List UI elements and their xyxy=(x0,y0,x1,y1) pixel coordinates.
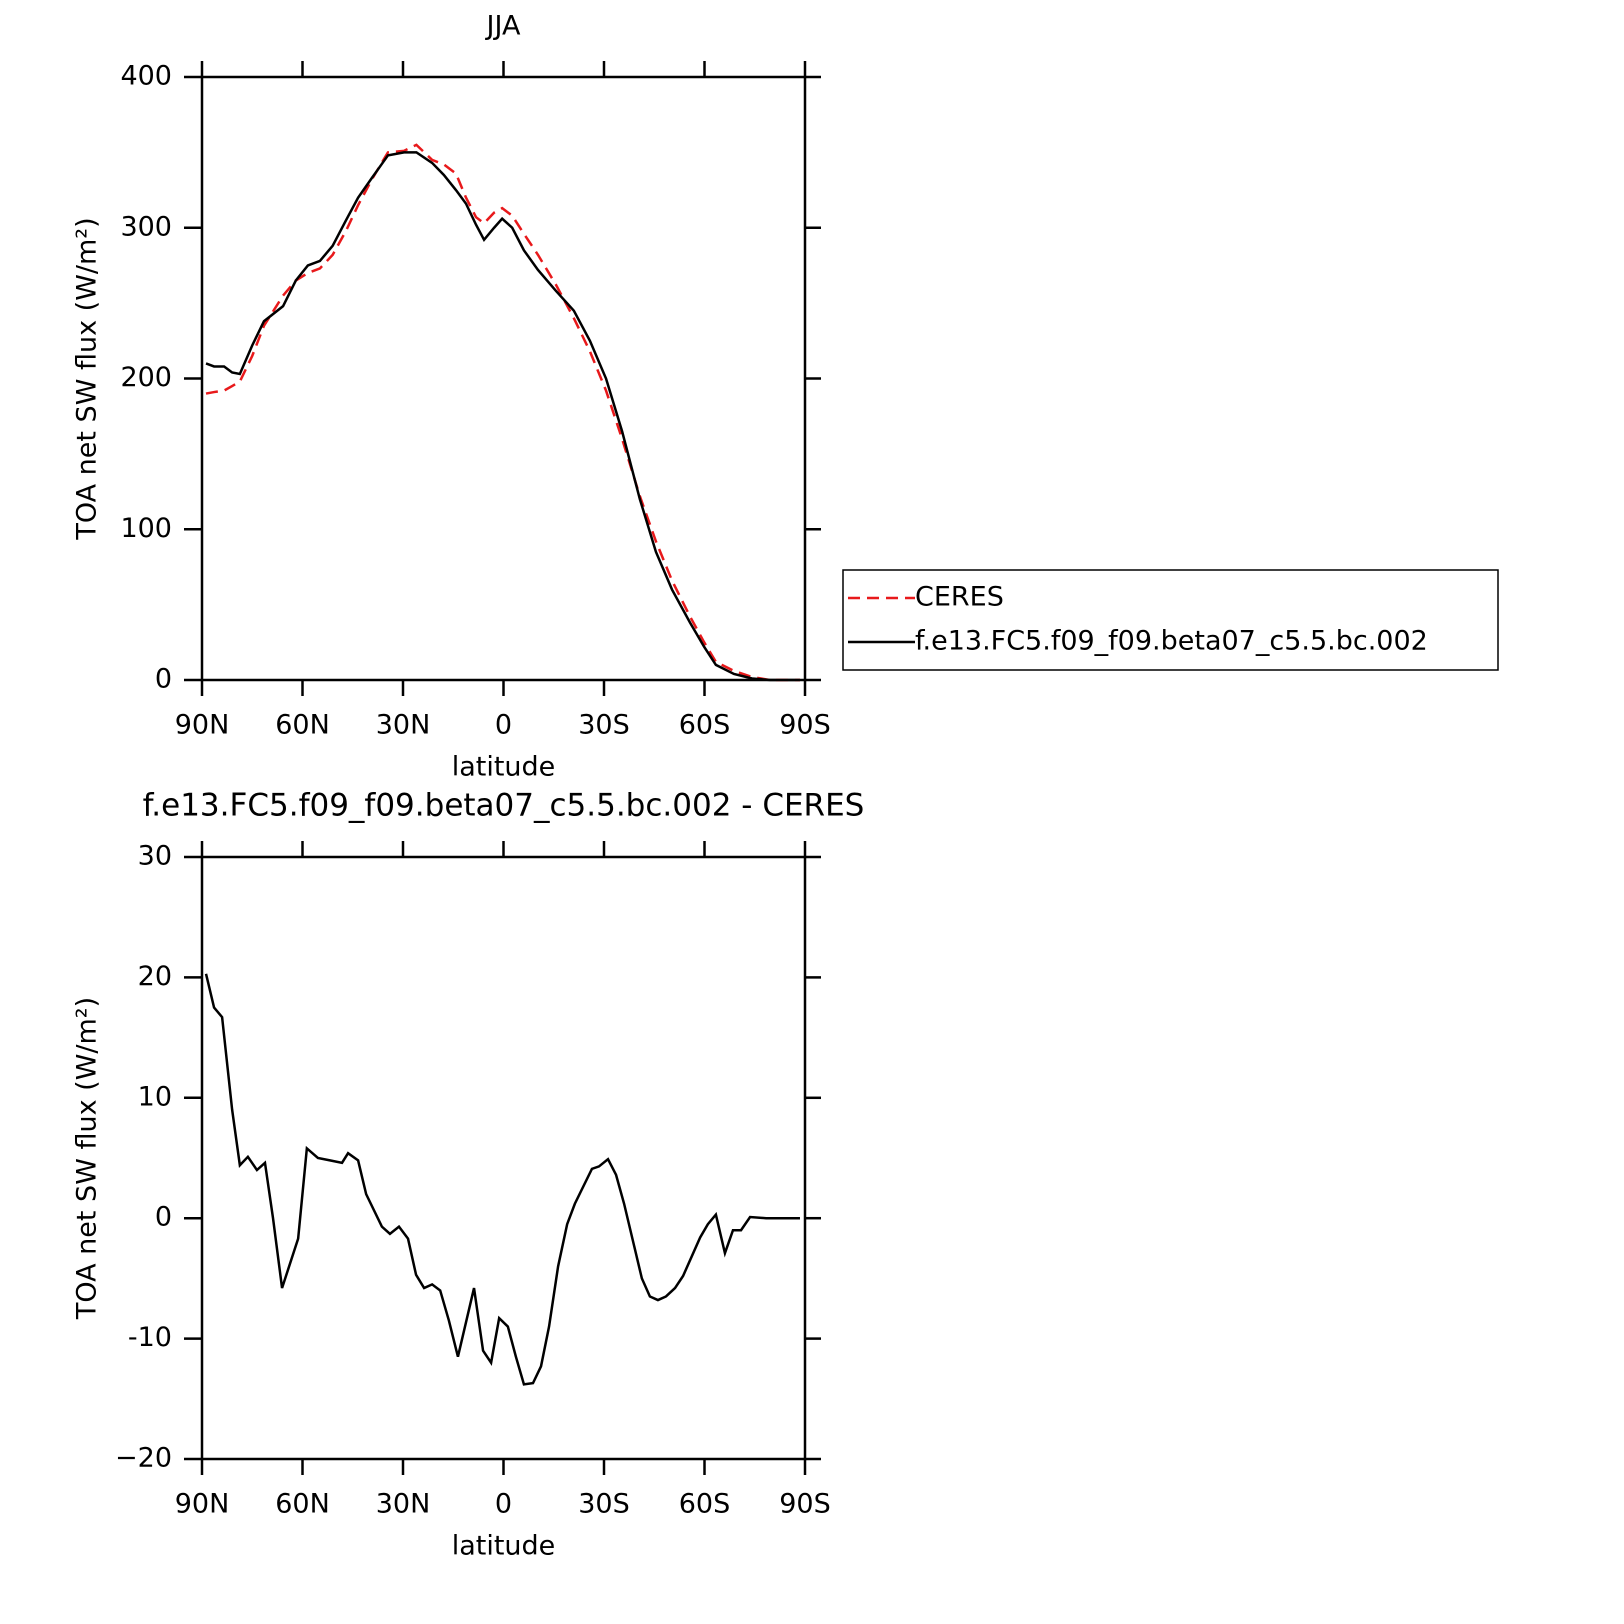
x-tick-label: 60S xyxy=(679,710,731,741)
x-tick-label: 90N xyxy=(175,710,230,741)
data-line xyxy=(205,151,800,682)
legend-label: CERES xyxy=(915,582,1004,613)
x-tick-label: 60N xyxy=(275,710,330,741)
x-axis-label: latitude xyxy=(452,1531,556,1562)
y-tick-label: 300 xyxy=(120,211,172,242)
y-tick-label: 30 xyxy=(138,841,172,872)
y-tick-label: 20 xyxy=(138,961,172,992)
y-axis-label: TOA net SW flux (W/m²) xyxy=(72,217,103,540)
plot-frame xyxy=(200,75,807,682)
x-tick-label: 0 xyxy=(495,1489,512,1520)
x-axis-label: latitude xyxy=(452,752,556,783)
x-tick-label: 60S xyxy=(679,1489,731,1520)
y-tick-label: 400 xyxy=(120,61,172,92)
data-line xyxy=(204,973,800,1386)
legend-box xyxy=(842,569,1499,671)
data-line xyxy=(205,143,800,682)
x-tick-label: 90S xyxy=(779,1489,831,1520)
plot-frame xyxy=(200,855,807,1461)
x-tick-label: 90N xyxy=(175,1489,230,1520)
y-tick-label: -10 xyxy=(128,1322,172,1353)
x-tick-label: 30N xyxy=(376,1489,431,1520)
x-tick-label: 30N xyxy=(376,710,431,741)
x-tick-label: 90S xyxy=(779,710,831,741)
y-tick-label: 100 xyxy=(120,513,172,544)
y-tick-label: 200 xyxy=(120,362,172,393)
x-tick-label: 30S xyxy=(578,710,630,741)
legend-label: f.e13.FC5.f09_f09.beta07_c5.5.bc.002 xyxy=(915,626,1428,657)
x-tick-label: 60N xyxy=(275,1489,330,1520)
y-axis-label: TOA net SW flux (W/m²) xyxy=(72,997,103,1320)
chart-title: JJA xyxy=(485,11,521,42)
y-tick-label: 0 xyxy=(155,1202,172,1233)
y-tick-label: −20 xyxy=(115,1443,172,1474)
y-tick-label: 10 xyxy=(138,1081,172,1112)
x-tick-label: 0 xyxy=(495,710,512,741)
x-tick-label: 30S xyxy=(578,1489,630,1520)
chart-title: f.e13.FC5.f09_f09.beta07_c5.5.bc.002 - C… xyxy=(143,788,865,824)
y-tick-label: 0 xyxy=(155,664,172,695)
